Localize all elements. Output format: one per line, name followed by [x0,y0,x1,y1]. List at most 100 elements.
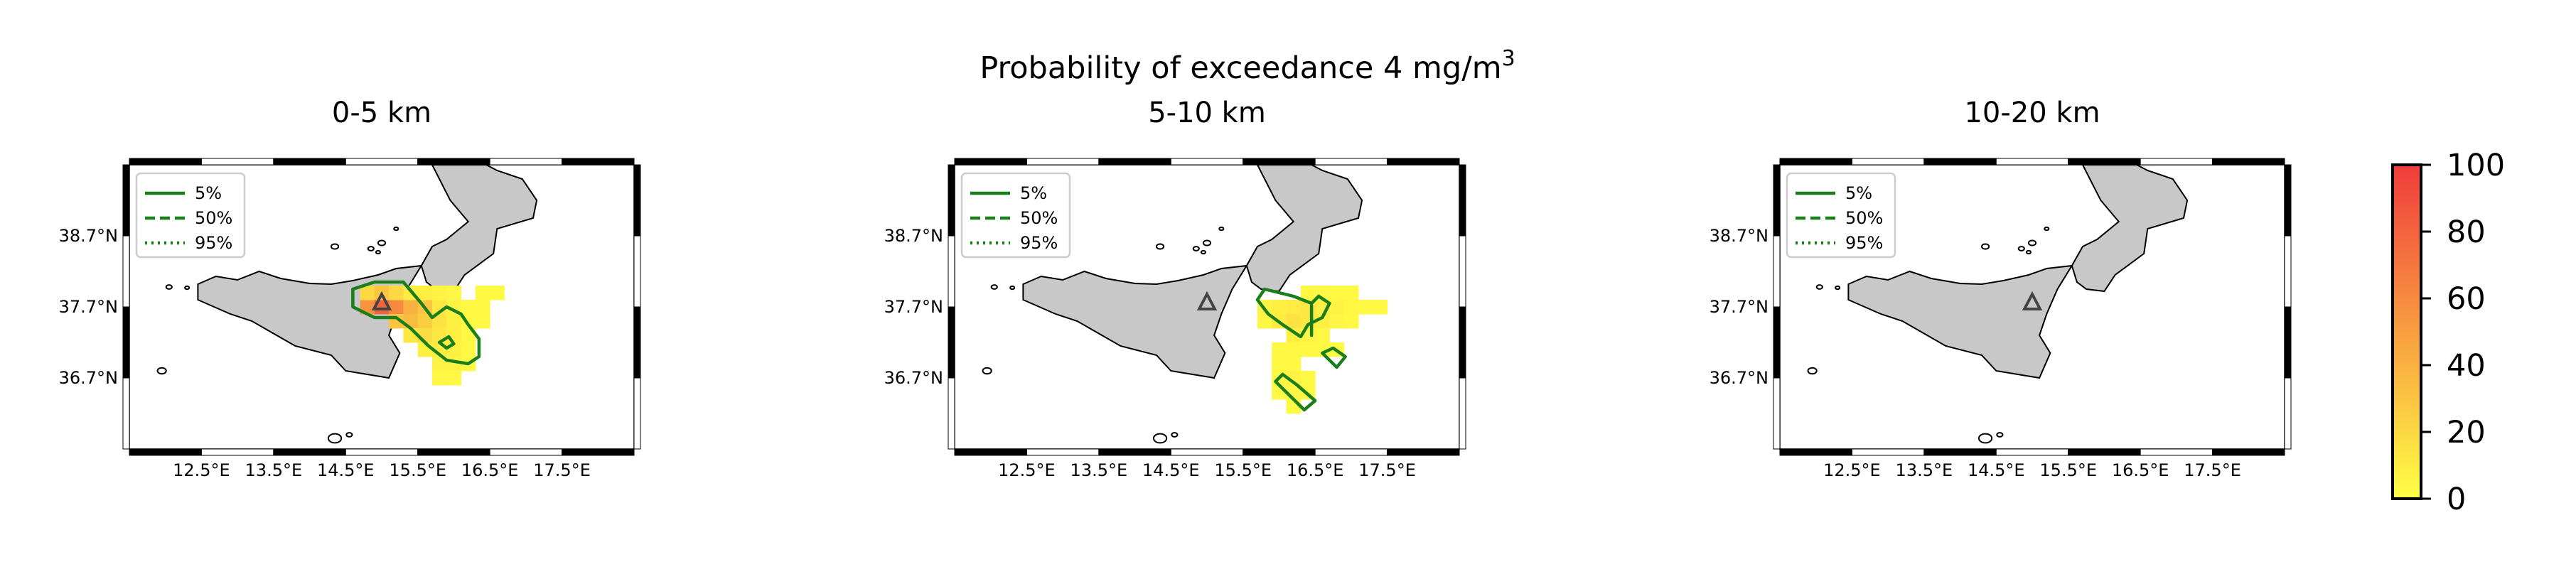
frame-segment [2068,448,2141,456]
lon-tick-label: 14.5°E [317,460,375,480]
probability-cell [417,286,433,300]
lon-tick-label: 15.5°E [2039,460,2097,480]
legend: 5% 50% 95% [960,172,1071,259]
probability-cell [360,286,375,300]
frame-segment [1773,377,1781,450]
lon-tick-label: 17.5°E [1358,460,1416,480]
frame-segment [273,158,346,166]
frame-segment [2284,164,2292,237]
small-island [1156,243,1165,250]
frame-segment [1773,164,1781,237]
probability-cell [389,300,404,315]
volcano-marker-icon [1196,291,1218,310]
small-island [377,239,387,247]
colorbar-tick-label: 0 [2447,482,2466,517]
small-island [367,246,375,251]
legend-label: 95% [195,233,232,253]
small-island [375,249,381,255]
lon-tick-label: 16.5°E [2112,460,2169,480]
small-island [1815,284,1823,290]
small-island [2044,226,2050,232]
small-island [1202,239,1212,247]
frame-segment [1314,158,1388,166]
probability-cell [475,300,490,315]
lon-tick-label: 14.5°E [1142,460,1200,480]
lat-tick-label: 38.7°N [59,226,118,246]
small-island [184,285,190,291]
volcano-marker-icon [2022,291,2043,310]
colorbar-gradient [2391,163,2422,500]
probability-cell [1272,357,1287,372]
small-island [1200,249,1206,255]
small-island [345,432,353,438]
frame-segment [2284,306,2292,379]
probability-cell [446,286,462,300]
colorbar: 0 20 40 60 80 100 [2391,148,2505,517]
frame-segment [1851,158,1925,166]
frame-segment [2212,448,2285,456]
lon-tick-label: 15.5°E [389,460,446,480]
volcano-marker-icon [371,291,392,310]
probability-cell [1286,328,1302,343]
probability-cell [1272,300,1287,315]
lon-tick-label: 17.5°E [2184,460,2241,480]
map-panel-3: 10-20 km 12.5°E 13.5°E 14.5°E 15.5°E 16.5°E 17… [1710,97,2292,480]
small-island [1171,432,1179,438]
frame-segment [1851,448,1925,456]
probability-cell [1286,300,1302,315]
frame-segment [1098,158,1171,166]
probability-cell [1272,342,1287,357]
frame-segment [1026,448,1100,456]
probability-cell [1373,300,1388,315]
frame-segment [417,158,490,166]
colorbar-tick-label: 100 [2447,148,2505,183]
frame-segment [954,448,1027,456]
frame-segment [489,158,563,166]
small-island [1981,243,1990,250]
probability-cell [490,286,505,300]
lon-tick-label: 13.5°E [1896,460,1953,480]
frame-segment [2284,377,2292,450]
frame-segment [954,158,1027,166]
frame-segment [1459,306,1466,379]
small-island [1996,432,2004,438]
frame-segment [273,448,346,456]
probability-cell [1329,286,1345,300]
lat-tick-label: 37.7°N [59,297,118,317]
small-island [165,284,173,290]
legend: 5% 50% 95% [1786,172,1896,259]
small-island [331,243,340,250]
small-island [327,433,343,444]
legend-label: 50% [195,208,232,228]
probability-cell [1286,357,1302,372]
frame-segment [1314,448,1388,456]
contour-5pct [1274,372,1317,412]
legend-label: 50% [1020,208,1058,228]
frame-segment [948,306,955,379]
frame-segment [2284,235,2292,308]
panel-title: 0-5 km [332,97,431,129]
probability-cell [389,286,404,300]
probability-cell [1300,371,1316,386]
frame-segment [1995,448,2069,456]
probability-cell [1329,314,1345,329]
frame-segment [1243,448,1316,456]
probability-cell [1286,314,1302,329]
small-island [156,367,167,375]
frame-segment [2068,158,2141,166]
probability-cell [446,314,462,329]
small-island [1807,367,1818,375]
panel-title: 5-10 km [1148,97,1266,129]
probability-cell [417,314,433,329]
map-panel-1: 0-5 km 12.5°E 13.5°E 14.5°E 15.5°E 16.5°E 17.5… [59,97,641,480]
probability-cell [432,314,447,329]
contour-5pct [1321,346,1347,369]
colorbar-tick-label: 40 [2447,348,2486,384]
small-island [1192,246,1200,251]
frame-segment [1026,158,1100,166]
small-island [1218,226,1225,232]
probability-cell [461,342,476,357]
frame-segment [948,164,955,237]
probability-cell [432,286,447,300]
frame-segment [1243,158,1316,166]
